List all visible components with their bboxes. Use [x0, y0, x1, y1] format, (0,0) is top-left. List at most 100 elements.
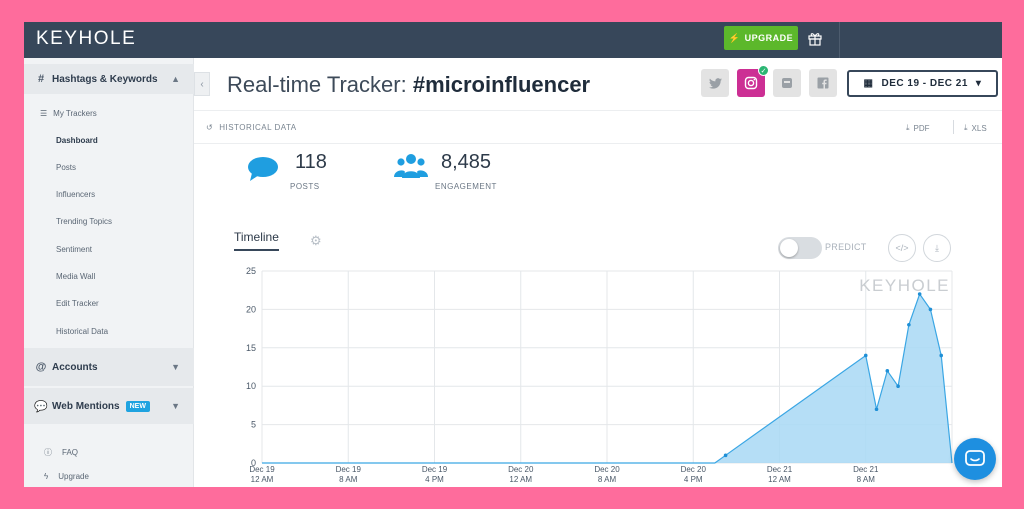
date-range-select[interactable]: ▦ DEC 19 - DEC 21 ▾	[847, 70, 998, 97]
chevron-left-icon: ‹	[200, 78, 204, 90]
caret-down-icon: ▾	[975, 78, 982, 89]
embed-code-button[interactable]: </>	[888, 234, 916, 262]
download-icon: ⤓	[935, 242, 939, 253]
users-group-icon	[394, 152, 428, 187]
gear-icon[interactable]: ⚙	[310, 233, 322, 248]
app-frame: KEYHOLE ⚡ UPGRADE # Hashtags & Keywords …	[24, 22, 1002, 487]
chat-icon	[965, 450, 985, 466]
timeline-chart: 0 5 10 15 20 25 Dec 19 12 AM Dec 19 8 AM Dec 19 4 …	[246, 266, 953, 484]
export-pdf-button[interactable]: ⤓ PDF	[906, 123, 930, 133]
historical-data-link[interactable]: ↺ HISTORICAL DATA	[206, 123, 297, 132]
x-tick-label: Dec 19 4 PM	[422, 465, 448, 484]
y-axis: 0 5 10 15 20 25	[246, 266, 256, 468]
y-tick-label: 25	[246, 266, 256, 276]
x-tick-label: Dec 21 12 AM	[767, 465, 793, 484]
section-accounts[interactable]: @ Accounts ▼	[24, 348, 194, 386]
sidebar-item-media-wall[interactable]: Media Wall	[56, 272, 96, 281]
sidebar-item-trending-topics[interactable]: Trending Topics	[56, 217, 113, 226]
predict-toggle[interactable]	[778, 237, 822, 259]
x-tick-label: Dec 20 8 AM	[594, 465, 620, 484]
chevron-down-icon: ▼	[171, 401, 180, 411]
engagement-label: ENGAGEMENT	[435, 182, 497, 191]
sidebar-item-historical-data[interactable]: Historical Data	[56, 327, 109, 336]
data-point	[885, 369, 890, 373]
predict-label: PREDICT	[825, 242, 867, 252]
export-divider	[953, 120, 954, 134]
y-tick-label: 10	[246, 381, 256, 391]
download-chart-button[interactable]: ⤓	[923, 234, 951, 262]
y-tick-label: 5	[251, 420, 256, 430]
sidebar-item-posts[interactable]: Posts	[56, 163, 77, 172]
data-point	[874, 407, 879, 412]
speech-bubble-icon	[247, 156, 279, 187]
x-axis: Dec 19 12 AM Dec 19 8 AM Dec 19 4 PM Dec 20 12 …	[249, 465, 879, 484]
data-point	[723, 453, 728, 458]
calendar-icon: ▦	[863, 78, 874, 89]
youtube-icon[interactable]	[773, 69, 801, 97]
data-point	[863, 353, 868, 358]
code-icon: </>	[895, 243, 909, 253]
bolt-icon: ϟ	[44, 472, 49, 481]
y-tick-label: 20	[246, 304, 256, 314]
faq-label: FAQ	[62, 448, 79, 457]
series-line	[262, 292, 953, 464]
sub-toolbar: ↺ HISTORICAL DATA ⤓ PDF ⤓ XLS	[194, 110, 1002, 144]
chat-bubbles-icon: 💬	[34, 400, 48, 413]
posts-label: POSTS	[290, 182, 320, 191]
chevron-up-icon: ▲	[171, 74, 180, 84]
sidebar-item-sentiment[interactable]: Sentiment	[56, 245, 93, 254]
chat-support-button[interactable]	[954, 438, 996, 480]
my-trackers-link[interactable]: ☰ My Trackers	[40, 109, 97, 118]
history-icon: ↺	[206, 123, 214, 132]
xls-label: XLS	[971, 123, 987, 133]
upgrade-label: Upgrade	[58, 472, 89, 481]
x-tick-label: Dec 19 12 AM	[249, 465, 275, 484]
new-badge: NEW	[125, 400, 150, 412]
section-hashtags-keywords[interactable]: # Hashtags & Keywords ▲	[24, 64, 194, 94]
chart-area	[262, 292, 953, 464]
keyhole-logo[interactable]: KEYHOLE	[36, 28, 137, 49]
x-tick-label: Dec 21 8 AM	[853, 465, 879, 484]
data-point	[917, 292, 922, 296]
data-point	[896, 384, 900, 389]
title-hashtag: #microinfluencer	[412, 72, 591, 97]
data-point	[928, 307, 933, 312]
sidebar-footer-upgrade[interactable]: ϟ Upgrade	[44, 472, 89, 481]
check-icon: ✓	[758, 65, 769, 76]
chart-watermark: KEYHOLE	[859, 276, 950, 295]
info-icon: ⓘ	[44, 448, 52, 457]
sidebar-item-edit-tracker[interactable]: Edit Tracker	[56, 299, 99, 308]
sidebar: # Hashtags & Keywords ▲ ☰ My Trackers Da…	[24, 58, 194, 487]
upgrade-label: UPGRADE	[744, 33, 794, 43]
my-trackers-label: My Trackers	[53, 109, 97, 118]
section-label: Accounts	[52, 361, 98, 373]
sidebar-footer-faq[interactable]: ⓘ FAQ	[44, 447, 78, 458]
y-tick-label: 15	[246, 343, 256, 353]
data-point	[939, 353, 944, 358]
tab-timeline[interactable]: Timeline	[234, 230, 279, 251]
area-fill	[262, 294, 952, 463]
historical-label: HISTORICAL DATA	[219, 123, 297, 132]
download-icon: ⤓	[906, 123, 910, 132]
instagram-icon[interactable]: ✓	[737, 65, 769, 97]
top-bar: KEYHOLE ⚡ UPGRADE	[24, 22, 1002, 58]
section-web-mentions[interactable]: 💬 Web Mentions NEW ▼	[24, 388, 194, 424]
hash-icon: #	[37, 73, 45, 85]
gift-icon[interactable]	[806, 28, 824, 48]
x-tick-label: Dec 20 12 AM	[508, 465, 534, 484]
export-xls-button[interactable]: ⤓ XLS	[964, 123, 987, 133]
bolt-icon: ⚡	[728, 32, 741, 43]
page-title: Real-time Tracker: #microinfluencer	[227, 72, 590, 98]
sidebar-item-dashboard[interactable]: Dashboard	[56, 136, 98, 145]
x-tick-label: Dec 19 8 AM	[336, 465, 362, 484]
posts-count: 118	[295, 151, 327, 173]
twitter-icon[interactable]	[701, 69, 729, 97]
sidebar-collapse-button[interactable]: ‹	[194, 72, 210, 96]
facebook-icon[interactable]	[809, 69, 837, 97]
engagement-count: 8,485	[441, 151, 492, 173]
sidebar-item-influencers[interactable]: Influencers	[56, 190, 96, 199]
section-label: Web Mentions	[52, 400, 120, 412]
chevron-down-icon: ▼	[171, 362, 180, 372]
upgrade-button[interactable]: ⚡ UPGRADE	[724, 26, 798, 50]
date-range-label: DEC 19 - DEC 21	[881, 78, 968, 89]
